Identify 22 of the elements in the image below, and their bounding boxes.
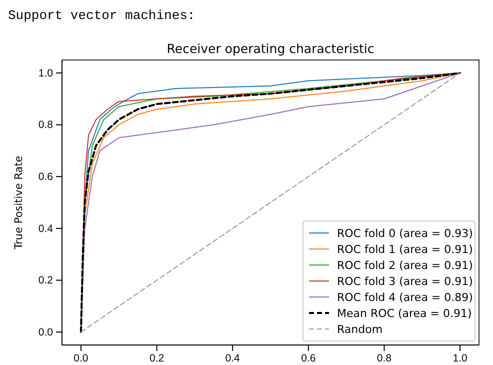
y-tick-label: 0.4	[38, 222, 54, 235]
text: Support vector machines:	[8, 8, 196, 23]
y-tick-label: 1.0	[38, 67, 54, 80]
legend-label: ROC fold 0 (area = 0.93)	[337, 227, 473, 240]
legend-label: ROC fold 3 (area = 0.91)	[337, 275, 473, 288]
legend-label: Mean ROC (area = 0.91)	[337, 307, 472, 320]
x-tick-label: 1.0	[452, 352, 468, 364]
legend-label: ROC fold 1 (area = 0.91)	[337, 243, 473, 256]
chart-title: Receiver operating characteristic	[166, 41, 374, 56]
y-axis-title: True Positive Rate	[13, 156, 25, 250]
x-tick-label: 0.8	[376, 352, 392, 364]
x-tick-label: 0.4	[225, 352, 240, 364]
y-tick-label: 0.8	[38, 119, 54, 132]
x-tick-label: 0.0	[74, 352, 88, 364]
x-tick-label: 0.6	[301, 352, 316, 364]
legend-label: Random	[337, 323, 383, 336]
y-tick-label: 0.2	[38, 274, 54, 287]
y-tick-label: 0.0	[38, 326, 54, 338]
legend-label: ROC fold 4 (area = 0.89)	[337, 291, 473, 304]
legend-label: ROC fold 2 (area = 0.91)	[337, 259, 473, 272]
y-tick-label: 0.6	[38, 170, 54, 183]
x-tick-label: 0.2	[149, 352, 164, 364]
